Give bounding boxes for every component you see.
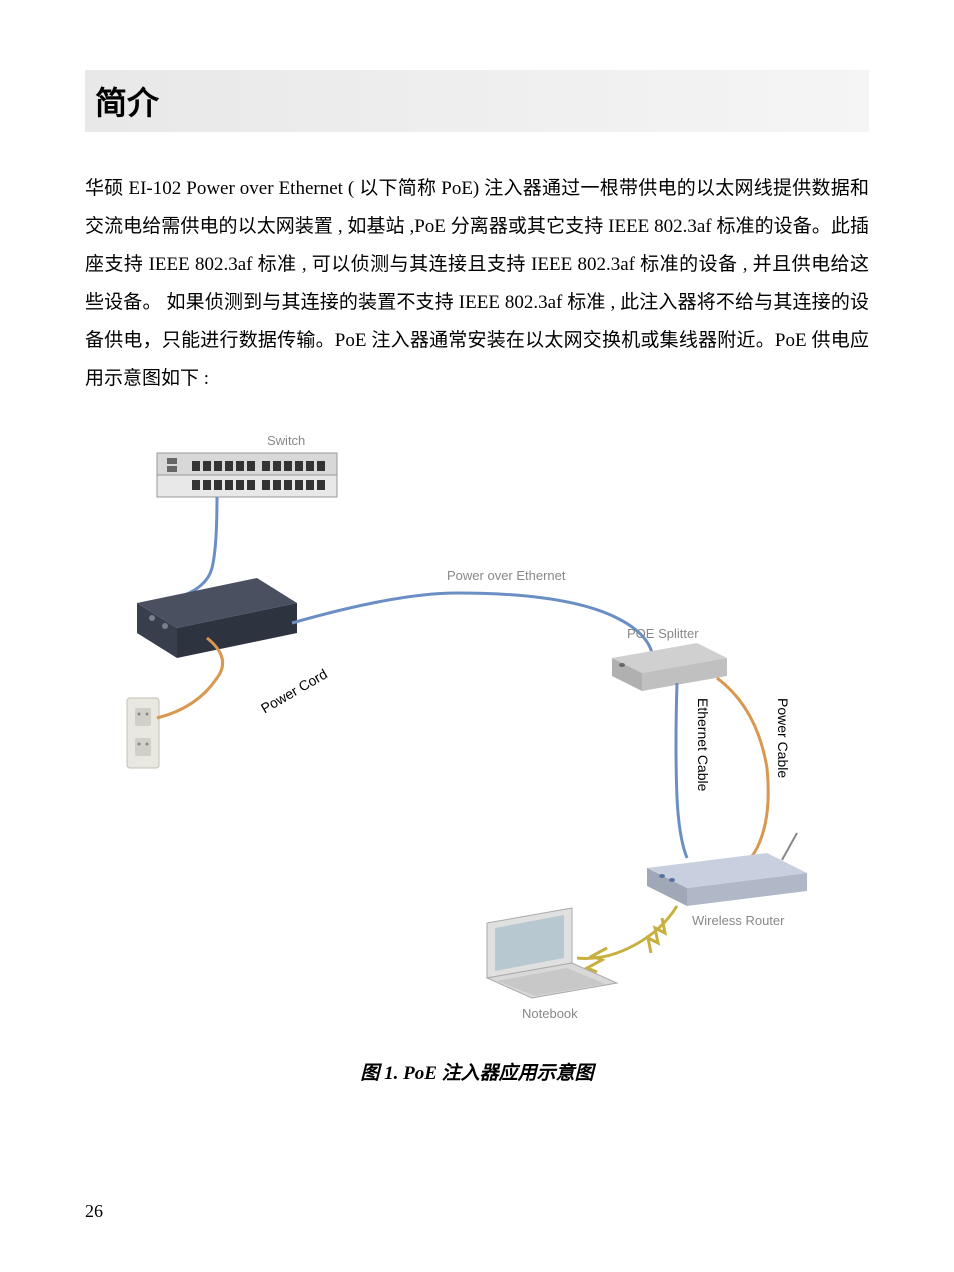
switch-label: Switch (267, 433, 305, 448)
section-heading-bar: 简介 (85, 70, 869, 132)
diagram-svg (117, 428, 837, 1038)
ethernet-cable-label: Ethernet Cable (695, 698, 711, 791)
ethernet-cable-down (676, 683, 687, 858)
cable-switch-to-injector (177, 497, 217, 598)
switch-device (157, 453, 337, 497)
poe-cable (292, 593, 652, 653)
section-heading: 简介 (95, 85, 159, 121)
wireless-router-device (647, 833, 807, 906)
intro-paragraph: 华硕 EI-102 Power over Ethernet ( 以下简称 PoE… (85, 170, 869, 398)
poe-label: Power over Ethernet (447, 568, 566, 583)
page-number: 26 (85, 1201, 103, 1222)
poe-splitter-device (612, 643, 727, 691)
poe-diagram: Switch Power over Ethernet POE Splitter … (117, 428, 837, 1038)
power-cable-down (717, 678, 768, 878)
wifi-signal (577, 906, 677, 972)
power-cable-label: Power Cable (775, 698, 791, 778)
power-outlet (127, 698, 159, 768)
router-label: Wireless Router (692, 913, 784, 928)
notebook-label: Notebook (522, 1006, 578, 1021)
splitter-label: POE Splitter (627, 626, 699, 641)
figure-caption: 图 1. PoE 注入器应用示意图 (85, 1058, 869, 1085)
